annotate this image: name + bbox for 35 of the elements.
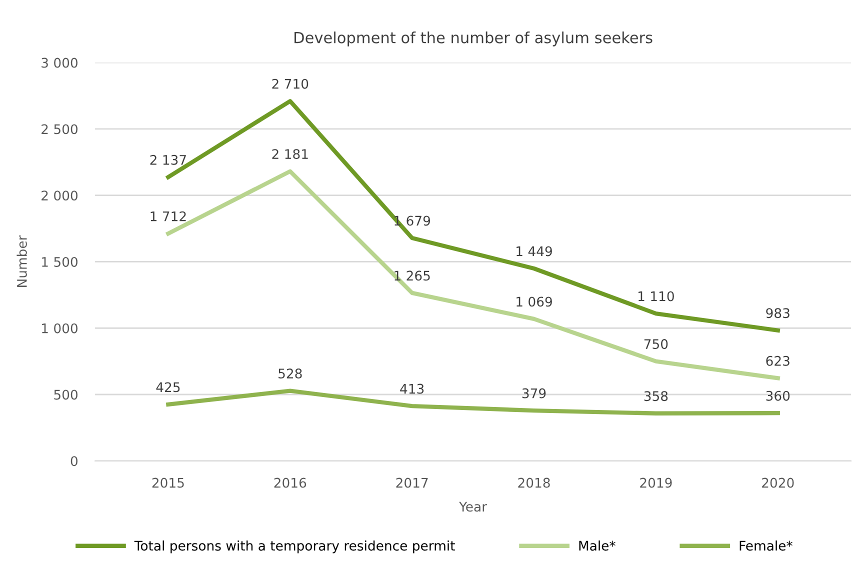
- x-tick-label: 2017: [396, 478, 428, 488]
- data-label: 360: [766, 390, 790, 401]
- data-label: 983: [766, 308, 790, 318]
- y-tick-label: 1 000: [42, 323, 78, 334]
- data-label: 1 449: [516, 246, 552, 256]
- y-axis-title: Number: [16, 235, 27, 287]
- y-tick-label: 500: [54, 390, 78, 400]
- x-tick-label: 2020: [762, 478, 794, 488]
- legend-label: Total persons with a temporary residence permit: [134, 540, 455, 554]
- y-tick-label: 1 500: [42, 256, 78, 267]
- y-tick-label: 2 500: [42, 124, 78, 134]
- data-label: 2 181: [272, 149, 308, 160]
- chart-title: Development of the number of asylum seekers: [294, 32, 652, 46]
- data-label: 379: [522, 388, 546, 398]
- data-label: 1 712: [150, 211, 186, 222]
- data-label: 528: [278, 368, 302, 379]
- data-label: 413: [400, 384, 424, 394]
- data-label: 750: [644, 339, 668, 350]
- x-axis-title: Year: [459, 502, 488, 512]
- data-label: 2 710: [272, 78, 308, 89]
- legend-label: Male*: [579, 540, 616, 551]
- legend-label: Female*: [740, 540, 792, 551]
- x-tick-label: 2015: [152, 478, 184, 488]
- x-tick-label: 2019: [640, 478, 672, 488]
- data-label: 1 069: [516, 296, 552, 307]
- y-tick-label: 2 000: [42, 190, 78, 201]
- data-label: 623: [766, 356, 790, 366]
- x-tick-label: 2016: [274, 478, 306, 488]
- x-tick-label: 2018: [518, 478, 550, 488]
- data-label: 1 110: [638, 291, 674, 302]
- data-label: 2 137: [150, 154, 186, 165]
- data-label: 425: [156, 382, 180, 392]
- y-tick-label: 0: [70, 456, 78, 466]
- y-tick-label: 3 000: [42, 58, 78, 68]
- data-label: 358: [644, 391, 668, 402]
